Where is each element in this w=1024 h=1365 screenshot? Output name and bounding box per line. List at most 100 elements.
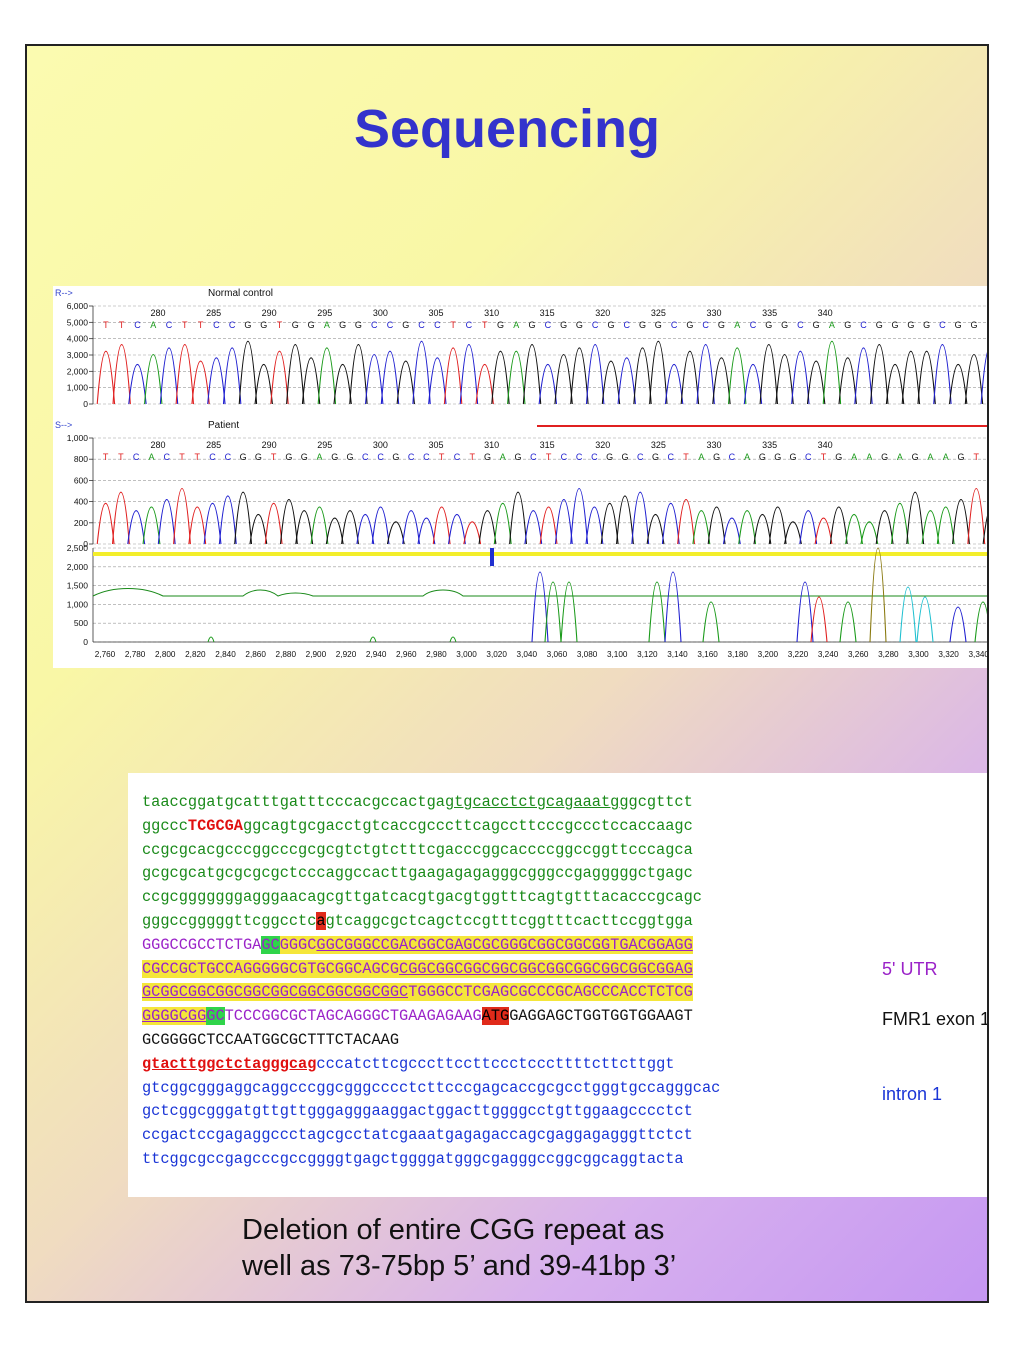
slide: Sequencing R--> Normal control 6,000 5,000 4…	[25, 44, 989, 1303]
trace-peak	[921, 510, 940, 545]
trace-peak	[680, 350, 700, 405]
trace-peak	[349, 344, 368, 405]
quality-line	[92, 588, 987, 597]
trace-peak	[860, 521, 879, 545]
position-tick-label: 325	[651, 308, 666, 318]
trace-peak	[127, 510, 146, 545]
trace-peak	[493, 503, 512, 545]
x-tick-label: 2,940	[366, 650, 387, 659]
trace-peak	[916, 596, 934, 643]
trace-peak	[459, 344, 479, 405]
trace-peak	[142, 506, 161, 545]
base-call: T	[277, 320, 283, 330]
base-call: G	[789, 452, 796, 462]
sequence-segment: ccgactccgagaggccctagcgcctatcgaaatgagagac…	[142, 1126, 693, 1145]
trace-peak	[570, 347, 589, 405]
trace-peak	[712, 357, 731, 405]
base-call: G	[244, 320, 251, 330]
trace-peak	[743, 364, 763, 405]
base-call: C	[530, 452, 537, 462]
x-tick-label: 3,020	[486, 650, 507, 659]
trace-peak	[128, 364, 147, 405]
position-tick-label: 305	[428, 308, 443, 318]
trace-peak	[386, 521, 405, 545]
trace-peak	[112, 344, 131, 405]
trace-peak	[964, 353, 984, 405]
chromatogram-svg: R--> Normal control 6,000 5,000 4,000 3,000 2,…	[55, 288, 989, 659]
trace-peak	[949, 606, 967, 643]
trace-peak	[396, 360, 416, 405]
base-call: G	[515, 452, 522, 462]
base-call: C	[939, 320, 946, 330]
base-call: C	[987, 320, 989, 330]
base-call: G	[652, 452, 659, 462]
x-tick-label: 2,920	[336, 650, 357, 659]
base-call: C	[797, 320, 804, 330]
trace-peak	[885, 364, 905, 405]
trace-peak	[507, 350, 526, 405]
y-tick-label: 1,000	[67, 599, 89, 609]
sequence-segment: gtgcacctctgcagaaatgg	[444, 793, 629, 811]
x-tick-label: 3,240	[818, 650, 839, 659]
base-call: C	[805, 452, 812, 462]
position-tick-label: 290	[262, 440, 277, 450]
trace-peak	[491, 350, 510, 405]
base-call: A	[927, 452, 933, 462]
trace-peak	[585, 506, 604, 545]
trace-peak	[203, 503, 222, 545]
trace-peak	[967, 488, 986, 545]
y-tick-label: 1,500	[67, 581, 89, 591]
trace-peak	[617, 357, 636, 405]
sequence-segment: CGGCGGCGGCGGCGGCGGCGGCGGCGGCGGAG	[399, 959, 693, 978]
position-tick-label: 305	[428, 440, 443, 450]
trace-peak	[980, 351, 987, 405]
base-call: C	[545, 320, 552, 330]
trace-peak	[478, 510, 497, 545]
trace-peak	[616, 495, 634, 545]
base-call: T	[450, 320, 456, 330]
base-call: A	[500, 452, 506, 462]
base-call: T	[469, 452, 475, 462]
trace-peak	[570, 488, 589, 545]
trace-peak	[341, 510, 359, 545]
trace-peak	[759, 344, 779, 405]
trace-peak	[317, 347, 337, 405]
base-call: T	[179, 452, 185, 462]
trace-peak	[402, 510, 421, 545]
base-call: G	[621, 452, 628, 462]
sequence-segment: ccgcgggggggagggaacagcgttgatcacgtgacgtggt…	[142, 888, 702, 907]
trace-peak	[838, 357, 857, 405]
trace-peak	[159, 347, 179, 405]
base-call: G	[912, 452, 919, 462]
trace-peak	[822, 340, 842, 405]
base-call: G	[713, 452, 720, 462]
trace-peak	[554, 353, 573, 405]
base-call: T	[198, 320, 204, 330]
base-call: C	[362, 452, 369, 462]
trace-peak	[631, 491, 650, 545]
base-call: G	[331, 452, 338, 462]
sequence-segment: taaccggatgcatttgatttcccacgccactga	[142, 793, 445, 811]
base-call: G	[607, 320, 614, 330]
trace-peak	[753, 513, 772, 545]
y-tick-label: 800	[74, 454, 88, 464]
y-tick-label: 3,000	[67, 350, 89, 360]
sequence-line: GCGGCGGCGGCGGCGGCGGCGGCGGCGGCTGGGCCTCGAG…	[142, 983, 693, 1002]
trace-peak	[829, 506, 848, 545]
base-call: C	[561, 452, 568, 462]
x-tick-label: 2,840	[215, 650, 236, 659]
trace-peak	[96, 350, 116, 405]
trace-peak	[475, 364, 494, 405]
sequence-segment: TCGCGA	[187, 816, 243, 835]
sequence-segment: GGCGGGCCGACGGCGAGCGCGGGCGGCGGCGGTGACGGAG…	[316, 935, 693, 954]
base-call: A	[866, 452, 872, 462]
x-tick-label: 3,120	[637, 650, 658, 659]
position-tick-label: 280	[150, 440, 165, 450]
base-call: A	[897, 452, 903, 462]
trace-peak	[664, 571, 682, 643]
base-call: C	[591, 452, 598, 462]
trace-peak	[539, 506, 558, 545]
trace-peak	[417, 517, 436, 545]
position-tick-label: 335	[762, 440, 777, 450]
x-tick-label: 3,000	[456, 650, 477, 659]
